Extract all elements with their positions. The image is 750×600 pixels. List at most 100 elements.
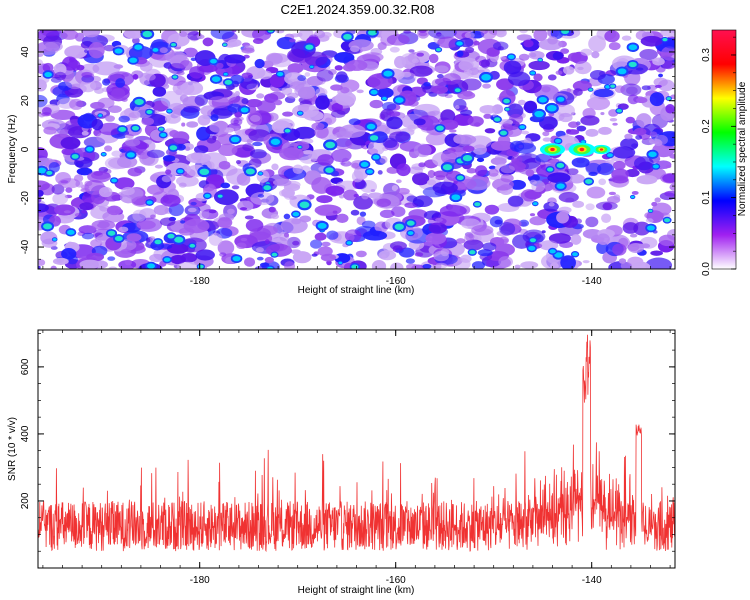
spectrogram-hotspot bbox=[534, 110, 544, 118]
spectrogram-hotspot bbox=[370, 89, 378, 95]
y-tick-label: 600 bbox=[20, 358, 31, 375]
spectrogram-hotspot bbox=[258, 172, 263, 175]
spectrogram-hotspot bbox=[360, 161, 369, 168]
spectrogram-hotspot bbox=[533, 202, 538, 206]
spectrogram-speckle bbox=[98, 122, 123, 136]
spectrogram-speckle bbox=[231, 185, 240, 190]
spectrogram-speckle bbox=[212, 135, 217, 141]
spectrogram-speckle bbox=[181, 122, 186, 127]
spectrogram-speckle bbox=[265, 52, 283, 65]
spectrogram-speckle bbox=[362, 230, 388, 241]
spectrogram-speckle bbox=[627, 242, 644, 254]
spectrogram-speckle bbox=[254, 58, 265, 69]
spectrogram-speckle bbox=[217, 240, 235, 256]
spectrogram-speckle bbox=[87, 170, 111, 183]
spectrogram-speckle bbox=[127, 167, 142, 177]
spectrogram-speckle bbox=[265, 243, 292, 257]
spectrogram-speckle bbox=[184, 146, 191, 151]
spectrogram-hotspot bbox=[111, 178, 118, 183]
spectrogram-speckle bbox=[403, 30, 412, 34]
spectrogram-speckle bbox=[38, 265, 41, 269]
spectrogram-speckle bbox=[593, 88, 614, 98]
spectrogram-speckle bbox=[407, 124, 416, 132]
spectrogram-speckle bbox=[76, 64, 85, 71]
spectrogram-speckle bbox=[598, 178, 607, 186]
spectrogram-hotspot bbox=[607, 153, 613, 158]
spectrogram-hotspot bbox=[372, 154, 380, 160]
spectrogram-speckle bbox=[440, 150, 458, 164]
spectrogram-hotspot bbox=[263, 185, 271, 191]
spectrogram-speckle bbox=[335, 71, 348, 83]
spectrogram-hotspot bbox=[456, 175, 464, 181]
colorbar-frame bbox=[711, 29, 737, 270]
spectrogram-speckle bbox=[52, 192, 69, 205]
spectrogram-speckle bbox=[595, 201, 618, 211]
spectrogram-speckle bbox=[479, 105, 497, 114]
spectrogram-speckle bbox=[246, 111, 263, 127]
spectrogram-speckle bbox=[59, 129, 68, 138]
spectrogram-speckle bbox=[633, 156, 654, 171]
spectrogram-speckle bbox=[507, 103, 524, 118]
spectrogram-speckle bbox=[389, 241, 407, 251]
spectrogram-speckle bbox=[405, 258, 415, 264]
spectrogram-speckle bbox=[118, 226, 129, 233]
spectrogram-speckle bbox=[580, 115, 600, 126]
spectrogram-speckle bbox=[499, 222, 516, 236]
spectrogram-speckle bbox=[523, 39, 534, 48]
spectrogram-speckle bbox=[653, 77, 668, 87]
spectrogram-speckle bbox=[175, 89, 183, 96]
spectrogram-speckle bbox=[556, 211, 569, 224]
spectrogram-speckle bbox=[434, 77, 452, 86]
spectrogram-speckle bbox=[92, 61, 121, 76]
spectrogram-hotspot bbox=[381, 96, 387, 101]
spectrogram-hotspot bbox=[554, 252, 563, 258]
spectrogram-speckle bbox=[576, 125, 587, 132]
spectrogram-hotspot bbox=[284, 128, 291, 133]
spectrogram-hotspot bbox=[549, 249, 556, 254]
spectrogram-speckle bbox=[123, 30, 145, 39]
spectrogram-speckle bbox=[611, 176, 629, 184]
spectrogram-speckle bbox=[61, 148, 76, 156]
spectrogram-speckle bbox=[413, 118, 426, 126]
spectrogram-speckle bbox=[103, 44, 116, 52]
spectrogram-speckle bbox=[560, 255, 576, 269]
spectrogram-hotspot bbox=[652, 164, 659, 169]
spectrogram-speckle bbox=[256, 247, 264, 253]
spectrogram-speckle bbox=[612, 146, 636, 159]
spectrogram-speckle bbox=[335, 91, 357, 106]
spectrogram-speckle bbox=[281, 86, 293, 96]
spectrogram-speckle bbox=[520, 261, 539, 269]
spectrogram-hotspot bbox=[366, 123, 376, 130]
spectrogram-speckle bbox=[41, 107, 52, 116]
spectrogram-speckle bbox=[185, 152, 212, 164]
colorbar-tick-label: 0.2 bbox=[701, 119, 712, 133]
spectrogram-hotspot bbox=[240, 107, 249, 113]
spectrogram-hotspot bbox=[456, 41, 463, 46]
x-tick-label: -180 bbox=[190, 276, 210, 287]
spectrogram-hotspot bbox=[435, 48, 442, 52]
spectrogram-speckle bbox=[652, 202, 672, 217]
colorbar: 0.0 0.1 0.2 0.3 Normalized spectral amplitu… bbox=[701, 29, 748, 276]
spectrogram-speckle bbox=[218, 160, 231, 170]
spectrogram-speckle bbox=[241, 47, 255, 54]
spectrogram-speckle bbox=[654, 84, 662, 88]
spectrogram-speckle bbox=[660, 46, 675, 61]
spectrogram-speckle bbox=[377, 87, 394, 99]
y-tick-label: -40 bbox=[20, 239, 31, 254]
spectrogram-speckle bbox=[289, 38, 296, 43]
spectrogram-speckle bbox=[178, 227, 195, 236]
spectrogram-speckle bbox=[183, 105, 201, 113]
spectrogram-speckle bbox=[63, 210, 71, 214]
spectrogram-hotspot bbox=[508, 54, 515, 60]
spectrogram-speckle bbox=[468, 135, 492, 149]
spectrogram-hotspot bbox=[407, 231, 414, 235]
feature-core bbox=[579, 147, 585, 152]
spectrogram-speckle bbox=[216, 62, 224, 69]
spectrogram-speckle bbox=[460, 109, 473, 116]
spectrogram-hotspot bbox=[292, 211, 300, 217]
spectrogram-speckle bbox=[624, 133, 633, 140]
spectrogram-speckle bbox=[166, 75, 186, 86]
spectrogram-speckle bbox=[66, 255, 79, 265]
spectrogram-hotspot bbox=[646, 225, 655, 231]
